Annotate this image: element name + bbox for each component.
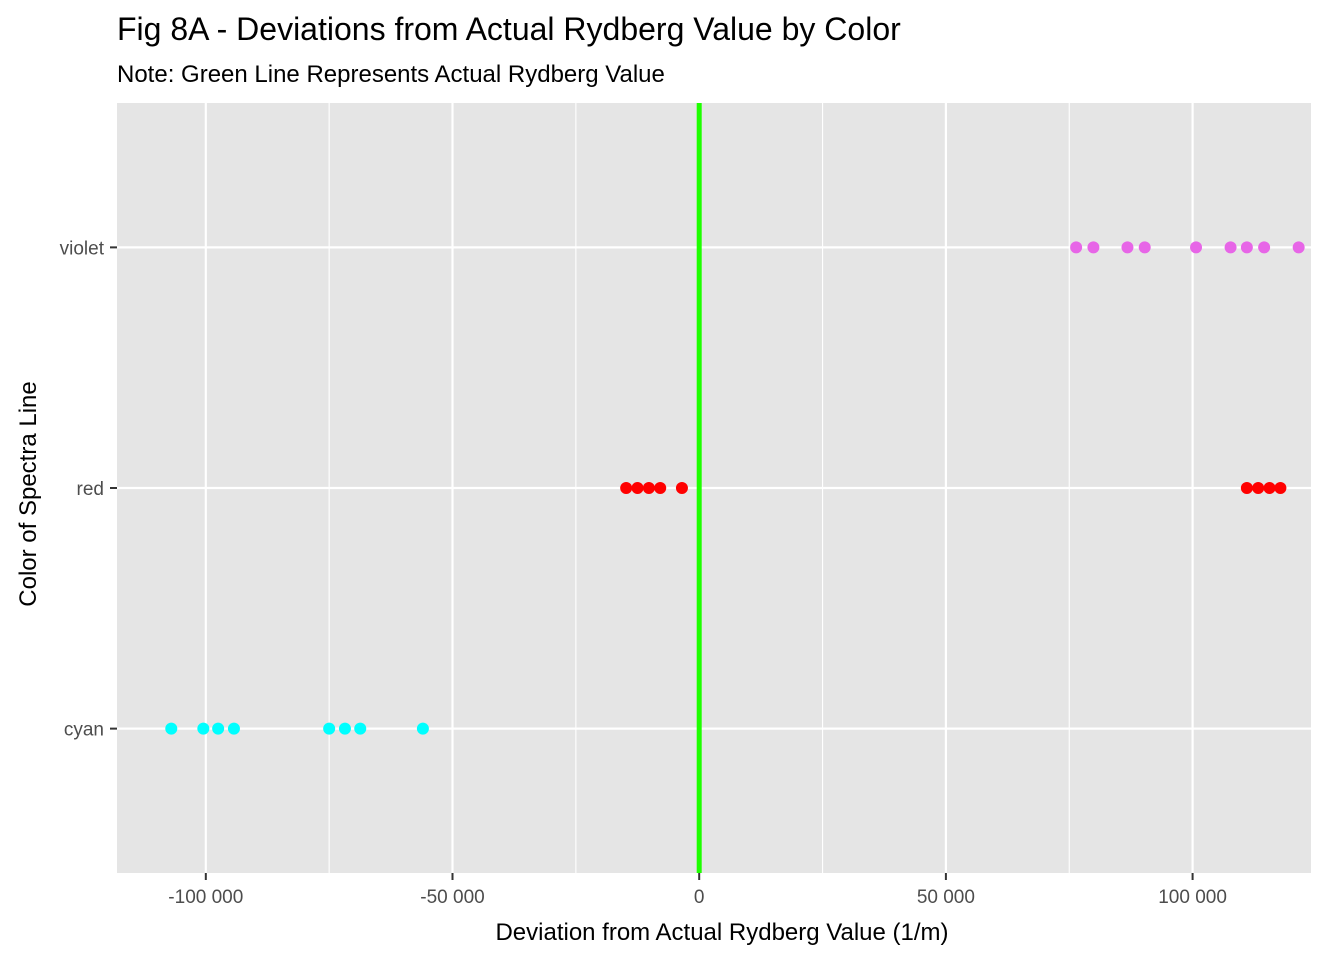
x-tick-label: 0	[694, 887, 705, 908]
data-point-cyan	[197, 722, 210, 735]
data-point-violet	[1087, 241, 1100, 254]
data-point-violet	[1121, 241, 1134, 254]
data-point-cyan	[338, 722, 351, 735]
data-point-red	[1263, 482, 1276, 494]
data-point-red	[620, 482, 633, 494]
y-tick-label: cyan	[64, 720, 104, 741]
data-point-violet	[1258, 241, 1271, 254]
data-point-violet	[1224, 241, 1237, 254]
data-point-red	[1252, 482, 1265, 494]
data-point-cyan	[165, 722, 178, 735]
data-points	[165, 241, 1305, 735]
y-tick-label: red	[77, 479, 104, 500]
data-point-violet	[1190, 241, 1203, 254]
data-point-violet	[1138, 241, 1151, 254]
data-point-red	[654, 482, 667, 494]
data-point-red	[631, 482, 644, 494]
data-point-cyan	[323, 722, 336, 735]
x-tick-label: -100 000	[168, 887, 243, 908]
data-point-cyan	[354, 722, 367, 735]
data-point-cyan	[416, 722, 429, 735]
y-axis-title: Color of Spectra Line	[15, 381, 42, 606]
chart-title: Fig 8A - Deviations from Actual Rydberg …	[117, 11, 901, 47]
x-tick-label: 100 000	[1158, 887, 1227, 908]
data-point-violet	[1070, 241, 1083, 254]
x-axis: -100 000 -50 000 0 50 000 100 000	[168, 873, 1227, 908]
data-point-red	[642, 482, 655, 494]
x-tick-label: 50 000	[917, 887, 975, 908]
data-point-cyan	[212, 722, 225, 735]
y-axis: cyan red violet	[60, 238, 117, 741]
data-point-red	[1274, 482, 1287, 494]
y-tick-label: violet	[60, 238, 105, 259]
data-point-red	[675, 482, 688, 494]
data-point-violet	[1292, 241, 1305, 254]
x-tick-label: -50 000	[420, 887, 484, 908]
data-point-violet	[1240, 241, 1253, 254]
data-point-red	[1240, 482, 1253, 494]
chart-subtitle: Note: Green Line Represents Actual Rydbe…	[117, 61, 665, 88]
grid-lines	[117, 103, 1311, 873]
x-axis-title: Deviation from Actual Rydberg Value (1/m…	[495, 919, 948, 946]
data-point-cyan	[227, 722, 240, 735]
